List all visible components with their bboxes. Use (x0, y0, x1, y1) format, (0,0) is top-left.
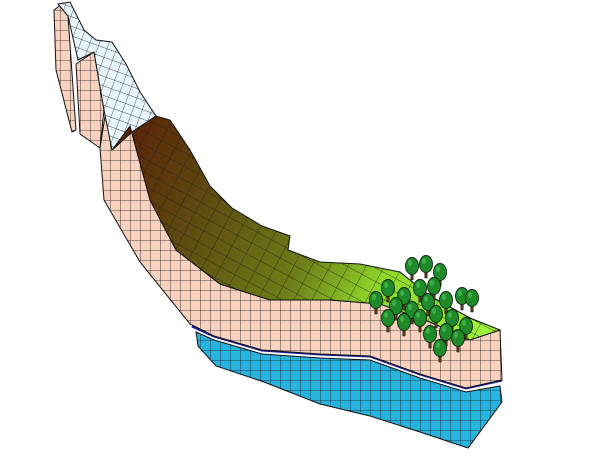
tree (423, 325, 437, 349)
tree (421, 293, 435, 317)
groundwater-layer (195, 331, 503, 449)
tree (465, 289, 479, 313)
tree (389, 297, 403, 321)
tree (429, 305, 443, 329)
tree (459, 317, 473, 341)
tree (397, 313, 411, 337)
tree (433, 263, 447, 287)
tree-grove (369, 255, 479, 363)
tree (381, 279, 395, 303)
tree (369, 291, 383, 315)
tree (419, 255, 433, 279)
tree (405, 257, 419, 281)
tree (439, 291, 453, 315)
tree (381, 309, 395, 333)
tree (439, 323, 453, 347)
tree (427, 277, 441, 301)
tree (451, 329, 465, 353)
tree (413, 279, 427, 303)
tree (433, 339, 447, 363)
tree (413, 309, 427, 333)
